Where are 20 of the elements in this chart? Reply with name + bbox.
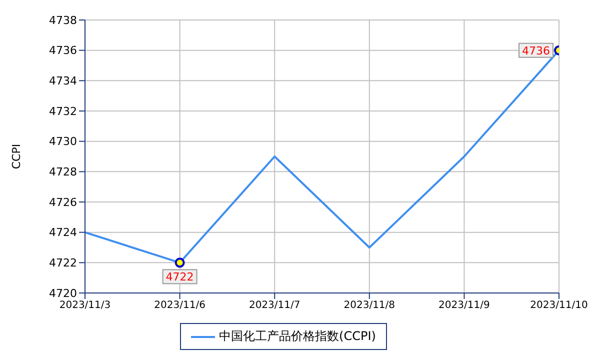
y-tick-label: 4732 xyxy=(49,104,77,118)
y-tick-label: 4730 xyxy=(49,135,77,148)
y-tick-label: 4736 xyxy=(49,44,77,58)
data-label: 4722 xyxy=(166,270,194,284)
y-tick-label: 4722 xyxy=(49,256,77,270)
x-tick-label: 2023/11/9 xyxy=(438,300,490,312)
x-tick-label: 2023/11/8 xyxy=(344,300,396,312)
x-tick-label: 2023/11/3 xyxy=(59,300,111,312)
data-label: 4736 xyxy=(522,44,550,58)
x-tick-label: 2023/11/7 xyxy=(248,300,300,312)
x-tick-label: 2023/11/6 xyxy=(154,300,206,312)
y-tick-label: 4720 xyxy=(49,286,77,300)
legend-label: 中国化工产品价格指数(CCPI) xyxy=(219,328,376,345)
y-tick-label: 4734 xyxy=(49,74,77,88)
y-tick-label: 4728 xyxy=(49,166,77,179)
y-axis-title: CCPI xyxy=(10,144,23,170)
y-tick-label: 4726 xyxy=(49,196,77,209)
y-tick-label: 4738 xyxy=(49,14,77,27)
x-tick-label: 2023/11/10 xyxy=(530,300,588,312)
y-tick-label: 4724 xyxy=(49,226,77,240)
